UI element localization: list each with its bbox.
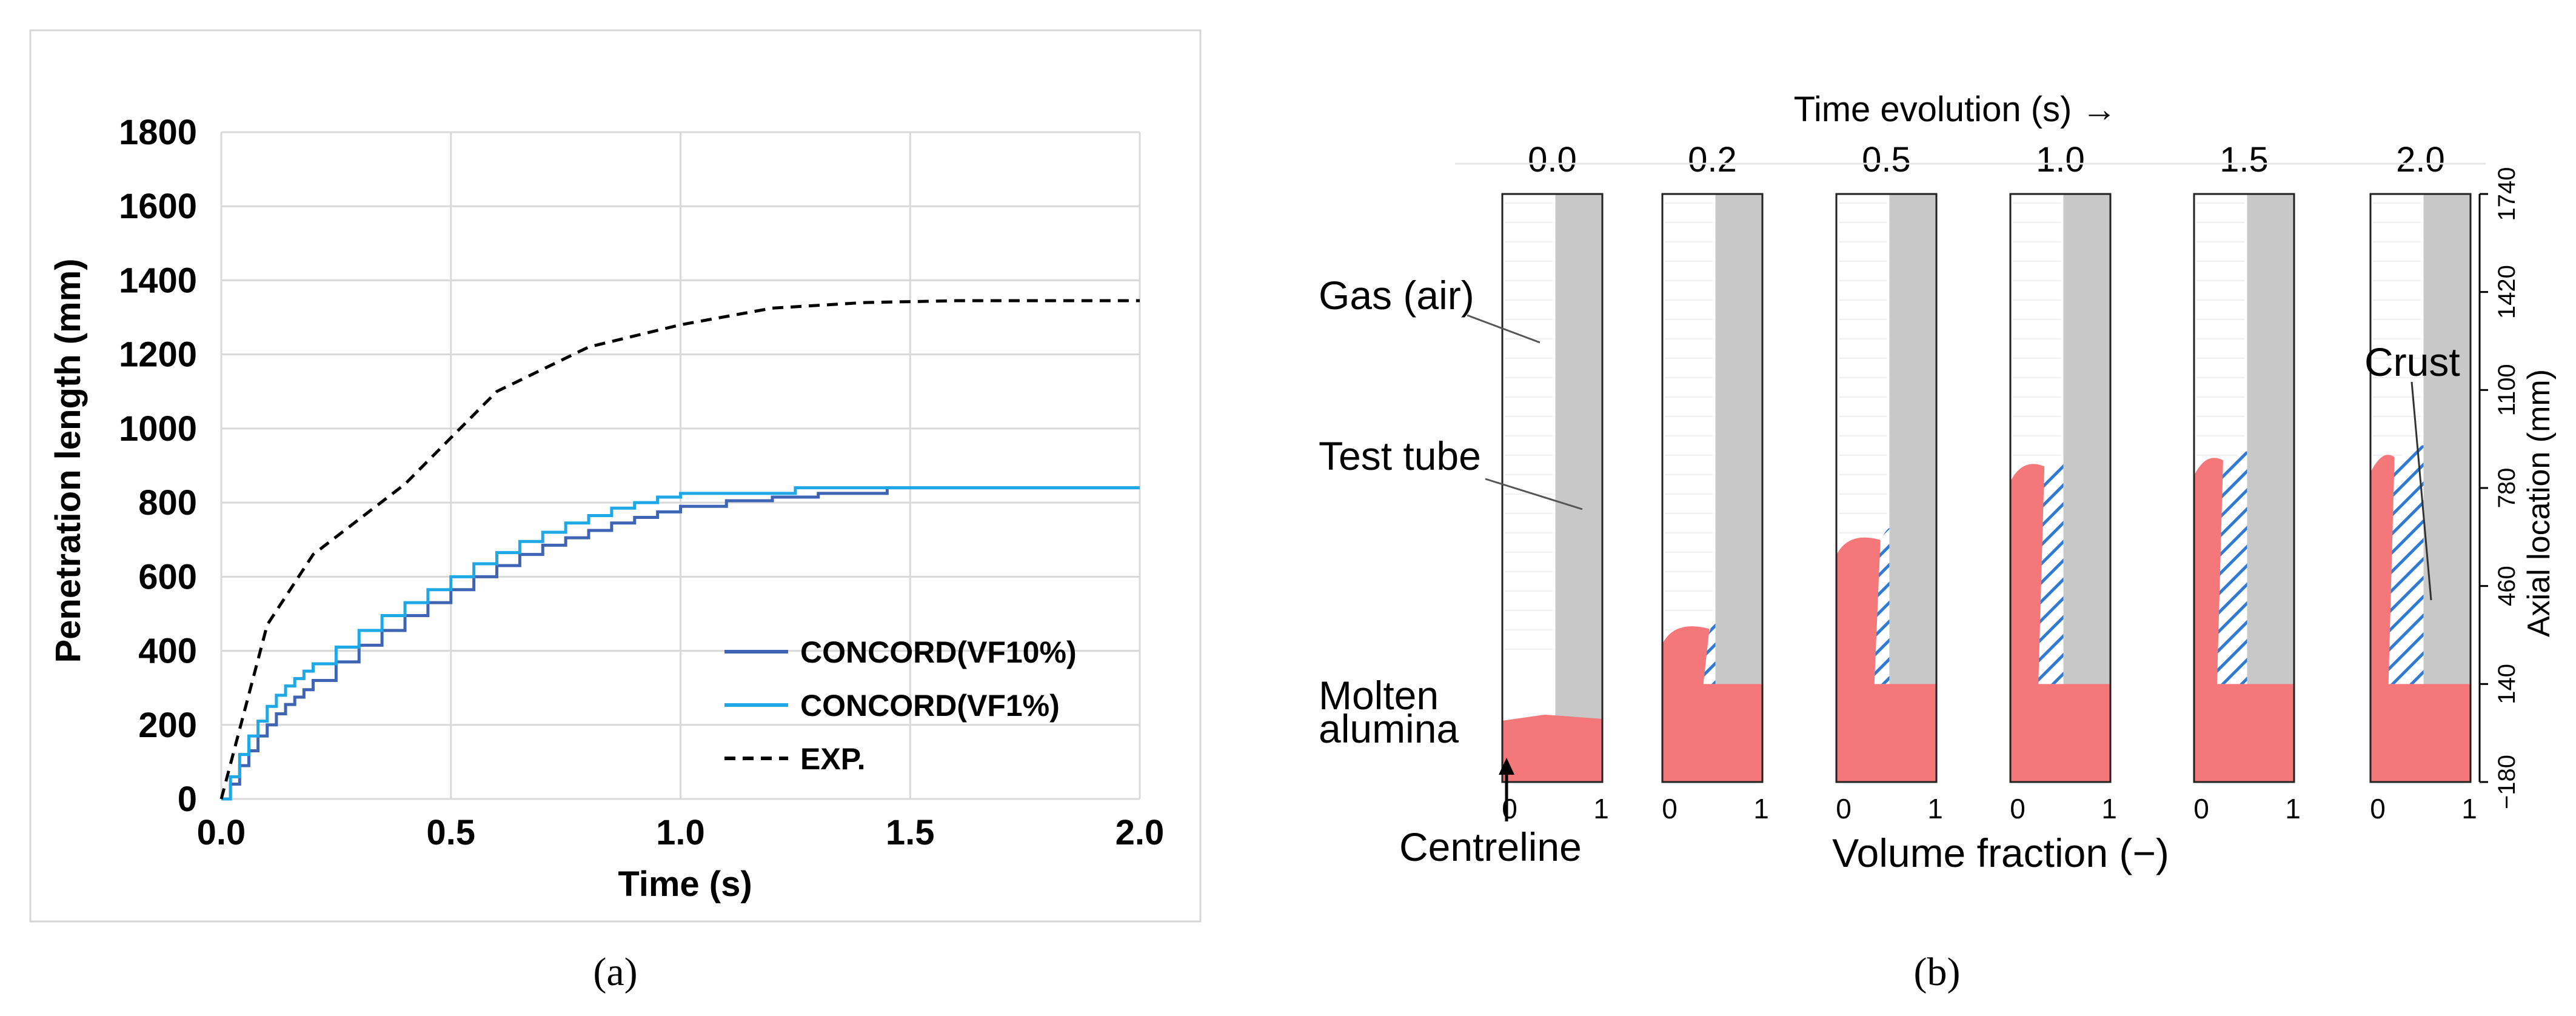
vf-tick-label: 1: [2461, 793, 2477, 824]
molten-alumina: [1502, 714, 1602, 782]
snapshot-frame: [1501, 193, 1604, 783]
axial-tick-label: 780: [2494, 468, 2520, 509]
y-tick-label: 400: [138, 632, 197, 671]
snapshot-frame: [2009, 193, 2112, 783]
panel-a-y-tick-labels: 0 200 400 600 800 1000 1200 1400 1600 1800: [119, 113, 197, 819]
y-tick-label: 200: [138, 706, 197, 745]
annotation-crust: Crust: [2364, 339, 2460, 384]
y-tick-label: 1000: [119, 409, 197, 449]
panel-b-time-labels: 0.0 0.2 0.5 1.0 1.5 2.0: [1455, 140, 2486, 179]
vf-tick-label: 0: [2010, 793, 2026, 824]
crust-region: [1703, 620, 1716, 684]
panel-a-x-axis-label: Time (s): [618, 864, 752, 904]
vf-tick-label: 1: [1593, 793, 1609, 824]
axial-tick-label: 1420: [2494, 265, 2520, 319]
panel-a-caption: (a): [593, 950, 637, 994]
vf-tick-label: 1: [1927, 793, 1943, 824]
annotation-centreline: Centreline: [1399, 824, 1582, 869]
y-tick-label: 1200: [119, 335, 197, 375]
panel-a-y-axis-label: Penetration length (mm): [49, 258, 88, 663]
x-tick-label: 0.5: [426, 813, 475, 852]
x-tick-label: 1.5: [886, 813, 935, 852]
panel-a-gridlines: [220, 131, 1141, 800]
y-tick-label: 800: [138, 483, 197, 523]
panel-b-volume-fraction-snapshots: Time evolution (s) → 0.0 0.2 0.5 1.0 1.5 2.0 …: [1319, 90, 2557, 875]
axial-tick-label: 1100: [2494, 364, 2520, 416]
crust-region: [2038, 457, 2064, 684]
panel-a-x-tick-labels: 0.0 0.5 1.0 1.5 2.0: [197, 813, 1165, 852]
centreline-arrow-head: [1499, 758, 1514, 775]
x-tick-label: 0.0: [197, 813, 246, 852]
vf-tick-label: 1: [2285, 793, 2301, 824]
panel-b-axial-axis: −180 140 460 780 1100 1420 1740: [2478, 167, 2520, 809]
molten-alumina: [2194, 458, 2294, 782]
y-tick-label: 0: [178, 780, 197, 819]
y-tick-label: 1600: [119, 187, 197, 226]
legend-label: CONCORD(VF1%): [800, 689, 1060, 723]
y-tick-label: 1400: [119, 261, 197, 300]
axial-tick-label: 460: [2494, 566, 2520, 606]
crust-region: [2388, 445, 2424, 684]
panel-b-axial-axis-label: Axial location (mm): [2521, 369, 2557, 637]
snapshot-frame: [1835, 193, 1938, 783]
test-tube: [1555, 194, 1602, 782]
panel-b-x-axis-label: Volume fraction (−): [1832, 831, 2169, 875]
series-line-concord-vf10-: [221, 486, 1140, 801]
y-tick-label: 1800: [119, 113, 197, 152]
series-line-concord-vf1-: [221, 486, 1140, 801]
panel-b-caption: (b): [1914, 950, 1961, 994]
molten-alumina: [2010, 464, 2110, 782]
vf-tick-label: 0: [1662, 793, 1678, 824]
annotation-molten: Molten: [1319, 673, 1439, 718]
vf-tick-label: 0: [1836, 793, 1852, 824]
panel-a-line-chart: 0 200 400 600 800 1000 1200 1400 1600 1800 0.0 0.5…: [29, 29, 1202, 923]
molten-alumina: [1662, 626, 1762, 782]
snapshot-frame: [2369, 193, 2472, 783]
panel-a-series: [219, 299, 1140, 801]
axial-tick-label: −180: [2494, 755, 2520, 809]
annotation-test-tube: Test tube: [1319, 433, 1481, 478]
time-label: 0.0: [1528, 140, 1577, 179]
molten-alumina: [2370, 455, 2471, 782]
panel-b-title: Time evolution (s) →: [1794, 90, 2117, 129]
crust-region: [2216, 451, 2247, 684]
vf-tick-label: 0: [2193, 793, 2209, 824]
vf-tick-label: 1: [1753, 793, 1769, 824]
vf-tick-label: 0: [1502, 793, 1517, 824]
annotation-crust-leader: [2410, 381, 2432, 601]
axial-tick-label: 140: [2494, 664, 2520, 704]
legend-label: EXP.: [800, 742, 866, 776]
time-label: 0.5: [1862, 140, 1911, 179]
legend-label: CONCORD(VF10%): [800, 635, 1077, 669]
molten-alumina: [1836, 537, 1936, 782]
panel-a-frame: [29, 29, 1202, 923]
x-tick-label: 1.0: [656, 813, 705, 852]
annotation-gas-air: Gas (air): [1319, 273, 1474, 318]
y-tick-label: 600: [138, 557, 197, 597]
x-tick-label: 2.0: [1116, 813, 1165, 852]
time-label: 1.0: [2036, 140, 2085, 179]
axial-tick-label: 1740: [2494, 167, 2520, 221]
time-label: 1.5: [2220, 140, 2269, 179]
time-label: 2.0: [2396, 140, 2445, 179]
annotation-test-tube-leader: [1485, 478, 1583, 510]
panel-a-legend: CONCORD(VF10%) CONCORD(VF1%) EXP.: [724, 635, 1077, 776]
annotation-alumina: alumina: [1319, 706, 1459, 751]
annotation-gas-air-leader: [1467, 314, 1541, 344]
time-label: 0.2: [1688, 140, 1737, 179]
snapshot-frame: [2193, 193, 2295, 783]
snapshot-frame: [1661, 193, 1764, 783]
vf-tick-label: 0: [2370, 793, 2386, 824]
vf-tick-label: 1: [2101, 793, 2117, 824]
